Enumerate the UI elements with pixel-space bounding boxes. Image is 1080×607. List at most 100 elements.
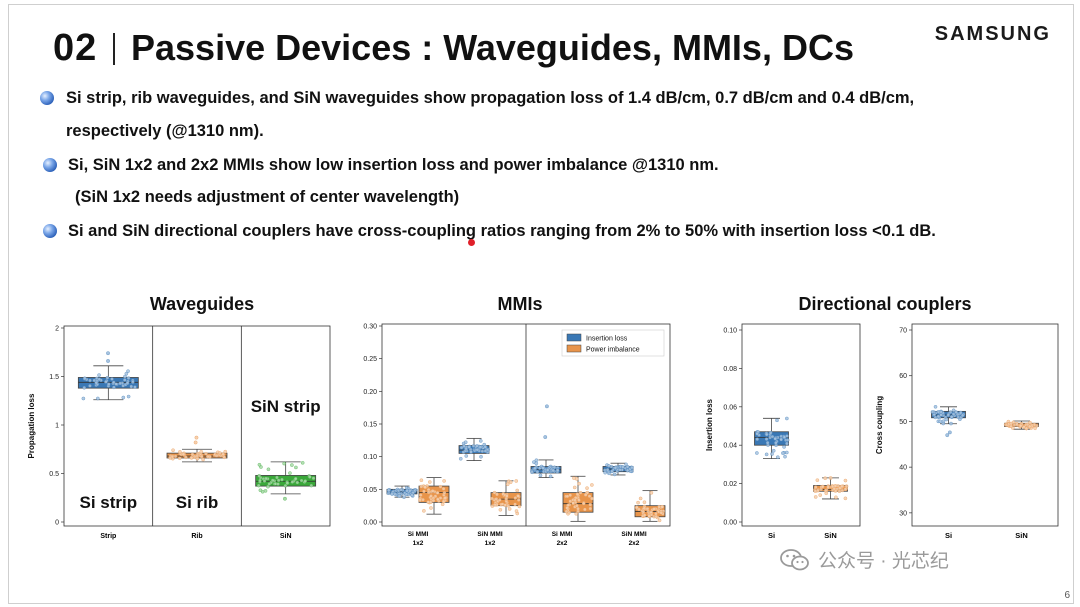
data-point (833, 484, 838, 488)
y-tick-label: 0.15 (363, 422, 377, 429)
data-point (939, 413, 943, 417)
data-point (478, 445, 483, 449)
data-point (576, 506, 580, 511)
data-point (483, 445, 487, 449)
data-point (642, 500, 647, 504)
data-point (282, 461, 286, 466)
data-point (126, 394, 131, 399)
x-tick-label: Si MMI (408, 531, 429, 538)
x-tick-label: 2x2 (557, 540, 568, 547)
x-tick-label: SiN MMI (621, 531, 646, 538)
data-point (293, 476, 298, 481)
data-point (428, 480, 432, 484)
data-point (843, 487, 848, 492)
data-point (936, 410, 941, 414)
data-point (280, 477, 284, 482)
data-point (386, 488, 391, 493)
data-point (826, 485, 830, 490)
data-point (941, 421, 945, 426)
data-point (121, 395, 126, 400)
data-point (588, 506, 593, 511)
data-point (955, 412, 960, 417)
data-point (190, 452, 195, 457)
data-point (295, 480, 300, 485)
y-tick-label: 0.10 (363, 454, 377, 461)
data-point (843, 496, 848, 501)
data-point (105, 376, 110, 380)
waveguides-chart: 0 0.5 1 1.5 2 Propagation loss Strip Rib SiN Si s… (27, 326, 331, 540)
outlier-point (545, 404, 549, 409)
legend-label: Insertion loss (586, 336, 628, 343)
data-point (178, 450, 182, 454)
box-plot (562, 475, 594, 522)
data-point (503, 503, 507, 507)
data-point (428, 500, 433, 504)
data-point (104, 380, 108, 384)
outlier-point (106, 351, 110, 356)
data-point (636, 500, 640, 505)
data-point (960, 413, 965, 418)
data-point (276, 478, 281, 483)
data-point (571, 501, 575, 505)
data-point (459, 445, 464, 450)
data-point (577, 498, 581, 502)
data-point (442, 479, 446, 483)
data-point (266, 467, 271, 472)
data-point (785, 450, 789, 455)
legend-swatch (566, 333, 582, 342)
data-point (776, 455, 780, 459)
data-point (514, 479, 518, 483)
data-point (392, 492, 397, 496)
y-tick-label: 0.04 (723, 443, 737, 450)
data-point (464, 454, 469, 458)
data-point (88, 378, 92, 383)
series-annotation: Si rib (176, 493, 219, 512)
data-point (177, 456, 182, 460)
data-point (270, 478, 275, 483)
data-point (814, 485, 818, 490)
data-point (264, 476, 268, 481)
slide: 02 Passive Devices : Waveguides, MMIs, D… (8, 4, 1074, 604)
box-plot (166, 435, 228, 463)
data-point (959, 410, 963, 415)
data-point (419, 478, 424, 482)
data-point (771, 448, 776, 453)
data-point (97, 377, 102, 382)
page-number: 6 (1064, 590, 1070, 601)
data-point (630, 465, 634, 470)
x-tick-label: SiN (824, 531, 837, 540)
data-point (493, 503, 497, 507)
outlier-point (193, 440, 198, 445)
data-point (782, 445, 786, 449)
outlier-point (106, 359, 110, 363)
data-point (275, 475, 279, 480)
dc-cross-coupling-chart: 30 40 50 60 70 Cross coupling Si SiN (875, 323, 1059, 540)
data-point (516, 494, 520, 498)
data-point (933, 405, 938, 409)
brand-logo: SAMSUNG (934, 23, 1051, 45)
data-point (755, 451, 759, 455)
data-point (533, 466, 537, 471)
data-point (422, 509, 426, 513)
data-point (641, 509, 646, 514)
data-point (458, 457, 463, 461)
data-point (606, 464, 611, 468)
y-tick-label: 0.30 (363, 324, 377, 331)
data-point (258, 478, 262, 483)
plot-frame (741, 323, 861, 527)
data-point (783, 454, 787, 459)
data-point (263, 489, 268, 493)
y-tick-label: 50 (899, 419, 907, 426)
data-point (436, 497, 440, 502)
data-point (588, 502, 593, 507)
data-point (779, 437, 783, 442)
data-point (768, 430, 773, 435)
box-plot (1003, 419, 1039, 431)
x-tick-label: Si (768, 531, 775, 540)
data-point (290, 463, 294, 467)
bullet-2-line-1: Si, SiN 1x2 and 2x2 MMIs show low insert… (68, 156, 719, 174)
data-point (572, 476, 576, 480)
data-point (309, 483, 314, 488)
data-point (843, 478, 848, 483)
box-plot (530, 404, 562, 479)
